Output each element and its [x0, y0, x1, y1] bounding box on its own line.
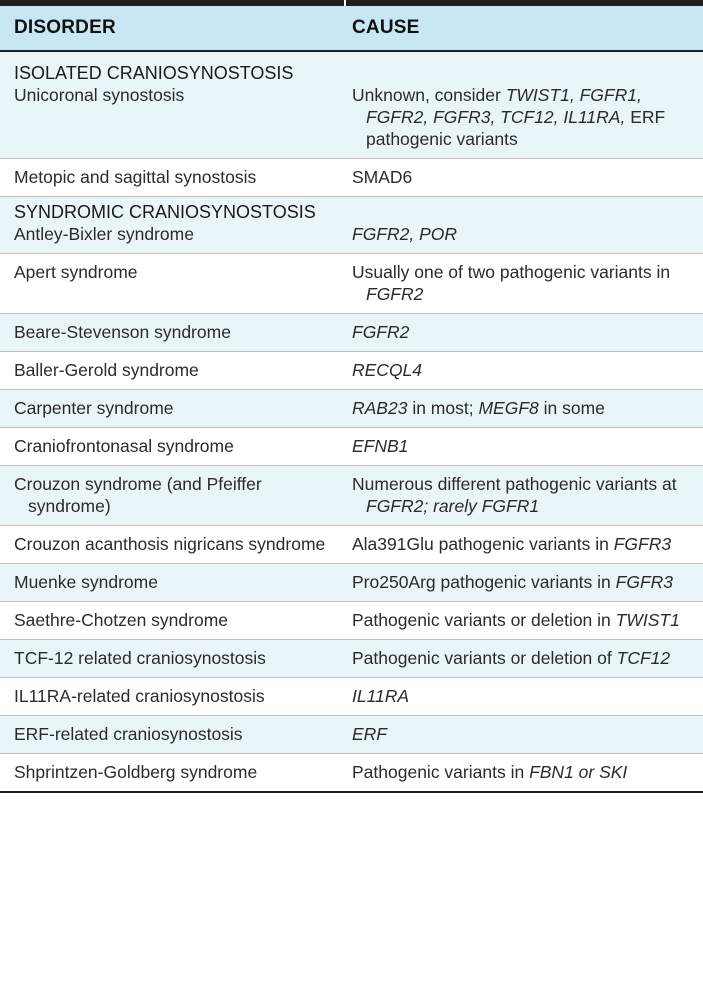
cause-text: Pathogenic variants in [352, 762, 530, 782]
cause-gene: TWIST1 [615, 610, 680, 630]
disorder-cell: Carpenter syndrome [14, 398, 174, 418]
top-rule-notch [344, 0, 346, 6]
cause-cell: Numerous different pathogenic variants a… [352, 466, 703, 525]
cause-cell: Usually one of two pathogenic variants i… [352, 254, 703, 313]
cause-gene: FGFR3 [615, 572, 674, 592]
table-row: Crouzon syndrome (and Pfeiffer syndrome)… [0, 466, 703, 526]
table-row: Beare-Stevenson syndrome FGFR2 [0, 314, 703, 352]
cause-cell: SMAD6 [352, 167, 413, 187]
cause-cell: Pathogenic variants or deletion in TWIST… [352, 602, 703, 639]
cause-cell: EFNB1 [352, 428, 703, 465]
header-cause: CAUSE [352, 17, 420, 38]
cause-gene: MEGF8 [478, 398, 539, 418]
cause-text: Unknown, consider [352, 85, 506, 105]
disorder-cell: Baller-Gerold syndrome [14, 360, 199, 380]
cause-gene: FBN1 or SKI [529, 762, 628, 782]
cause-text: Pathogenic variants or deletion in [352, 610, 616, 630]
table-row: Shprintzen-Goldberg syndrome Pathogenic … [0, 754, 703, 791]
table-row: TCF-12 related craniosynostosis Pathogen… [0, 640, 703, 678]
disorder-cell: Antley-Bixler syndrome [14, 224, 194, 244]
cause-cell: FGFR2, POR [352, 223, 703, 253]
cause-text: in most; [407, 398, 479, 418]
table-row: ERF-related craniosynostosis ERF [0, 716, 703, 754]
disorder-cell: ERF-related craniosynostosis [14, 724, 243, 744]
cause-cell: Unknown, consider TWIST1, FGFR1, FGFR2, … [352, 84, 703, 158]
cause-gene: FGFR2, POR [352, 224, 458, 244]
cause-text: Numerous different pathogenic variants a… [352, 474, 677, 494]
disorder-cell: Saethre-Chotzen syndrome [14, 610, 228, 630]
cause-gene: FGFR2; rarely FGFR1 [366, 496, 540, 516]
cause-gene: FGFR3 [613, 534, 672, 554]
cause-gene: RAB23 [352, 398, 408, 418]
disorder-cell: Crouzon syndrome (and Pfeiffer syndrome) [14, 474, 262, 516]
syndromic-group: SYNDROMIC CRANIOSYNOSTOSIS Antley-Bixler… [0, 197, 703, 254]
table-header: DISORDER CAUSE [0, 6, 703, 52]
cause-cell: Pathogenic variants or deletion of TCF12 [352, 640, 703, 677]
table-row: Baller-Gerold syndrome RECQL4 [0, 352, 703, 390]
table-row: Unicoronal synostosis Unknown, consider … [0, 84, 703, 158]
table-row: Metopic and sagittal synostosis SMAD6 [0, 159, 703, 197]
cause-text: Ala391Glu pathogenic variants in [352, 534, 614, 554]
cause-gene: TCF12 [616, 648, 671, 668]
cause-gene: TWIST1, FGFR1, FGFR2, FGFR3, TCF12, IL11… [366, 85, 642, 127]
cause-gene: IL11RA [352, 686, 410, 706]
disorder-cell: Craniofrontonasal syndrome [14, 436, 234, 456]
table-row: Carpenter syndrome RAB23 in most; MEGF8 … [0, 390, 703, 428]
section-title-isolated: ISOLATED CRANIOSYNOSTOSIS [14, 63, 294, 83]
disorder-cell: TCF-12 related craniosynostosis [14, 648, 266, 668]
top-rule [0, 0, 703, 6]
cause-text: in some [538, 398, 605, 418]
disorder-cell: Shprintzen-Goldberg syndrome [14, 762, 258, 782]
cause-text: ERF pathogenic variants [366, 107, 666, 149]
craniosynostosis-table: DISORDER CAUSE ISOLATED CRANIOSYNOSTOSIS… [0, 6, 703, 793]
disorder-cell: Unicoronal synostosis [14, 85, 185, 105]
disorder-cell: Apert syndrome [14, 262, 138, 282]
disorder-cell: IL11RA-related craniosynostosis [14, 686, 265, 706]
cause-cell: Ala391Glu pathogenic variants in FGFR3 [352, 526, 703, 563]
table-row: Saethre-Chotzen syndrome Pathogenic vari… [0, 602, 703, 640]
cause-cell: Pro250Arg pathogenic variants in FGFR3 [352, 564, 703, 601]
header-disorder: DISORDER [14, 17, 116, 38]
cause-gene: FGFR2 [366, 284, 424, 304]
disorder-cell: Crouzon acanthosis nigricans syndrome [14, 534, 326, 554]
cause-cell: RAB23 in most; MEGF8 in some [352, 390, 703, 427]
cause-text: Pro250Arg pathogenic variants in [352, 572, 616, 592]
cause-text: Pathogenic variants or deletion of [352, 648, 617, 668]
cause-cell: FGFR2 [352, 314, 703, 351]
table-row: Muenke syndrome Pro250Arg pathogenic var… [0, 564, 703, 602]
table-row: IL11RA-related craniosynostosis IL11RA [0, 678, 703, 716]
table-row: Apert syndrome Usually one of two pathog… [0, 254, 703, 314]
cause-cell: Pathogenic variants in FBN1 or SKI [352, 754, 703, 791]
cause-text: Usually one of two pathogenic variants i… [352, 262, 671, 282]
isolated-group: ISOLATED CRANIOSYNOSTOSIS Unicoronal syn… [0, 52, 703, 159]
disorder-cell: Beare-Stevenson syndrome [14, 322, 231, 342]
cause-gene: ERF [352, 724, 387, 744]
section-title-syndromic: SYNDROMIC CRANIOSYNOSTOSIS [14, 202, 316, 222]
table-row: Craniofrontonasal syndrome EFNB1 [0, 428, 703, 466]
cause-cell: IL11RA [352, 678, 703, 715]
disorder-cell: Muenke syndrome [14, 572, 158, 592]
table-row: Crouzon acanthosis nigricans syndrome Al… [0, 526, 703, 564]
cause-gene: RECQL4 [352, 360, 423, 380]
disorder-cell: Metopic and sagittal synostosis [14, 167, 257, 187]
cause-cell: RECQL4 [352, 352, 703, 389]
cause-cell: ERF [352, 716, 703, 753]
cause-gene: FGFR2 [352, 322, 410, 342]
table-row: Antley-Bixler syndrome FGFR2, POR [0, 223, 703, 253]
cause-gene: EFNB1 [352, 436, 409, 456]
